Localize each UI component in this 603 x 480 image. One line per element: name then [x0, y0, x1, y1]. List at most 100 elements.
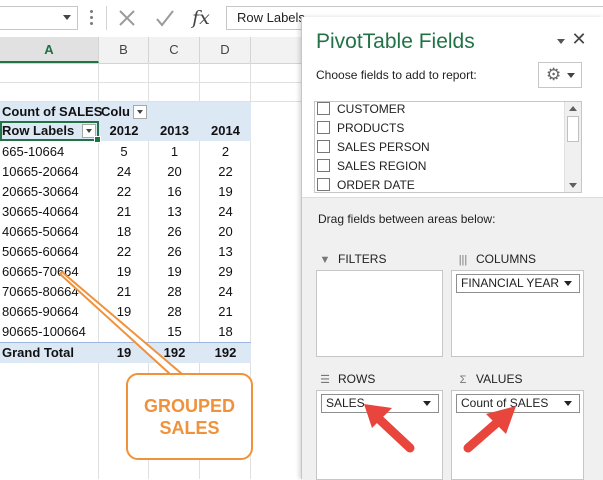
- value-cell: 29: [218, 264, 233, 279]
- panel-subtitle: Choose fields to add to report:: [316, 68, 477, 82]
- value-cell: 22: [218, 164, 233, 179]
- filters-area-header: ▼ FILTERS: [318, 251, 387, 268]
- scroll-down-icon[interactable]: [565, 178, 581, 192]
- year-header[interactable]: 2014: [211, 123, 240, 138]
- row-label: 20665-30664: [2, 184, 79, 199]
- chevron-down-icon[interactable]: [564, 401, 572, 406]
- chevron-down-icon[interactable]: [564, 281, 572, 286]
- rows-label: ROWS: [338, 372, 376, 386]
- scroll-thumb[interactable]: [567, 116, 579, 142]
- year-header[interactable]: 2012: [109, 123, 139, 138]
- total-cell: 19: [116, 345, 132, 360]
- row-labels-header[interactable]: Row Labels: [2, 123, 75, 138]
- value-cell: 19: [218, 184, 233, 199]
- gear-icon: ⚙: [546, 65, 562, 84]
- total-cell: 192: [214, 345, 237, 360]
- column-labels-filter-button[interactable]: [133, 105, 147, 119]
- columns-icon: |||: [458, 254, 468, 266]
- field-item-sales-region[interactable]: SALES REGION: [317, 157, 426, 176]
- tools-button[interactable]: ⚙: [538, 62, 582, 88]
- gridline: [0, 82, 320, 83]
- row-labels-filter-button[interactable]: [82, 124, 96, 138]
- field-label: SALES PERSON: [337, 140, 430, 154]
- grand-total-label: Grand Total: [2, 345, 74, 360]
- cancel-button[interactable]: [114, 5, 140, 31]
- field-list-scrollbar[interactable]: [564, 102, 581, 192]
- values-drop-area[interactable]: Count of SALES: [451, 390, 584, 480]
- value-cell: 13: [167, 204, 182, 219]
- value-cell: 15: [167, 324, 182, 339]
- value-cell: 26: [167, 244, 182, 259]
- value-cell: 21: [116, 204, 132, 219]
- values-label: VALUES: [476, 372, 523, 386]
- sigma-icon: Σ: [459, 374, 467, 386]
- value-cell: 24: [218, 284, 233, 299]
- columns-drop-area[interactable]: FINANCIAL YEAR: [451, 270, 584, 357]
- field-label: CUSTOMER: [337, 102, 406, 116]
- gridline: [0, 101, 320, 102]
- more-options-icon[interactable]: [90, 10, 94, 26]
- gridline: [199, 63, 200, 479]
- filters-label: FILTERS: [338, 252, 387, 266]
- rows-icon: ☰: [320, 374, 330, 386]
- insert-function-button[interactable]: fx: [192, 7, 210, 29]
- value-cell: 22: [116, 184, 132, 199]
- column-header-a[interactable]: A: [0, 37, 99, 63]
- field-label: ORDER DATE: [337, 178, 415, 192]
- name-box[interactable]: [0, 6, 78, 30]
- field-item-order-date[interactable]: ORDER DATE: [317, 176, 415, 192]
- row-label: 40665-50664: [2, 224, 79, 239]
- areas-section: Drag fields between areas below: ▼ FILTER…: [302, 197, 603, 480]
- rows-drop-area[interactable]: SALES: [316, 390, 443, 480]
- field-item-customer[interactable]: CUSTOMER: [317, 102, 406, 119]
- value-cell: 26: [167, 224, 182, 239]
- checkbox[interactable]: [317, 121, 330, 134]
- pivot-values-label[interactable]: Count of SALES: [2, 104, 103, 119]
- value-cell: 28: [167, 304, 182, 319]
- field-item-products[interactable]: PRODUCTS: [317, 119, 404, 138]
- chevron-down-icon[interactable]: [423, 401, 431, 406]
- pivot-column-labels[interactable]: Colu: [101, 104, 130, 119]
- value-cell: 24: [218, 204, 233, 219]
- filter-icon: ▼: [319, 254, 331, 266]
- field-item-sales-person[interactable]: SALES PERSON: [317, 138, 430, 157]
- value-cell: 24: [116, 164, 132, 179]
- checkbox[interactable]: [317, 102, 330, 115]
- scroll-up-icon[interactable]: [565, 102, 581, 116]
- checkbox[interactable]: [317, 140, 330, 153]
- chevron-down-icon[interactable]: [557, 39, 565, 44]
- pill-label: FINANCIAL YEAR: [461, 276, 560, 290]
- value-cell: 5: [120, 144, 128, 159]
- enter-button[interactable]: [152, 5, 178, 31]
- close-icon[interactable]: ✕: [571, 29, 587, 49]
- grouped-sales-callout: GROUPED SALES: [126, 373, 253, 460]
- rows-area-header: ☰ ROWS: [318, 371, 375, 388]
- columns-field-pill[interactable]: FINANCIAL YEAR: [456, 274, 580, 293]
- value-cell: 28: [167, 284, 182, 299]
- column-header-d[interactable]: D: [200, 37, 251, 63]
- gridline: [250, 63, 251, 479]
- value-cell: 2: [221, 144, 230, 159]
- checkbox[interactable]: [317, 159, 330, 172]
- value-cell: 22: [116, 244, 132, 259]
- field-list[interactable]: CUSTOMER PRODUCTS SALES PERSON SALES REG…: [314, 101, 582, 193]
- year-header[interactable]: 2013: [160, 123, 189, 138]
- row-label: 30665-40664: [2, 204, 79, 219]
- columns-area-header: ||| COLUMNS: [456, 251, 536, 268]
- column-header-c[interactable]: C: [149, 37, 200, 63]
- checkmark-icon: [156, 10, 174, 27]
- value-cell: 19: [116, 264, 132, 279]
- checkbox[interactable]: [317, 178, 330, 191]
- chevron-down-icon: [567, 73, 575, 78]
- callout-line-1: GROUPED: [143, 396, 235, 416]
- values-field-pill[interactable]: Count of SALES: [456, 394, 580, 413]
- value-cell: 1: [170, 144, 179, 159]
- chevron-down-icon[interactable]: [63, 15, 71, 20]
- filters-drop-area[interactable]: [316, 270, 443, 357]
- value-cell: 13: [218, 244, 233, 259]
- values-area-header: Σ VALUES: [456, 371, 523, 388]
- value-cell: 18: [116, 224, 132, 239]
- value-cell: 16: [167, 184, 182, 199]
- rows-field-pill[interactable]: SALES: [321, 394, 439, 413]
- column-header-b[interactable]: B: [99, 37, 149, 63]
